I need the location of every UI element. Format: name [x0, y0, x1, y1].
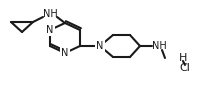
Text: NH: NH — [43, 9, 57, 19]
Text: N: N — [61, 48, 69, 58]
Text: N: N — [96, 41, 104, 51]
Text: NH: NH — [152, 41, 166, 51]
Text: N: N — [46, 25, 54, 35]
Text: Cl: Cl — [180, 63, 191, 73]
Text: H: H — [179, 53, 187, 63]
